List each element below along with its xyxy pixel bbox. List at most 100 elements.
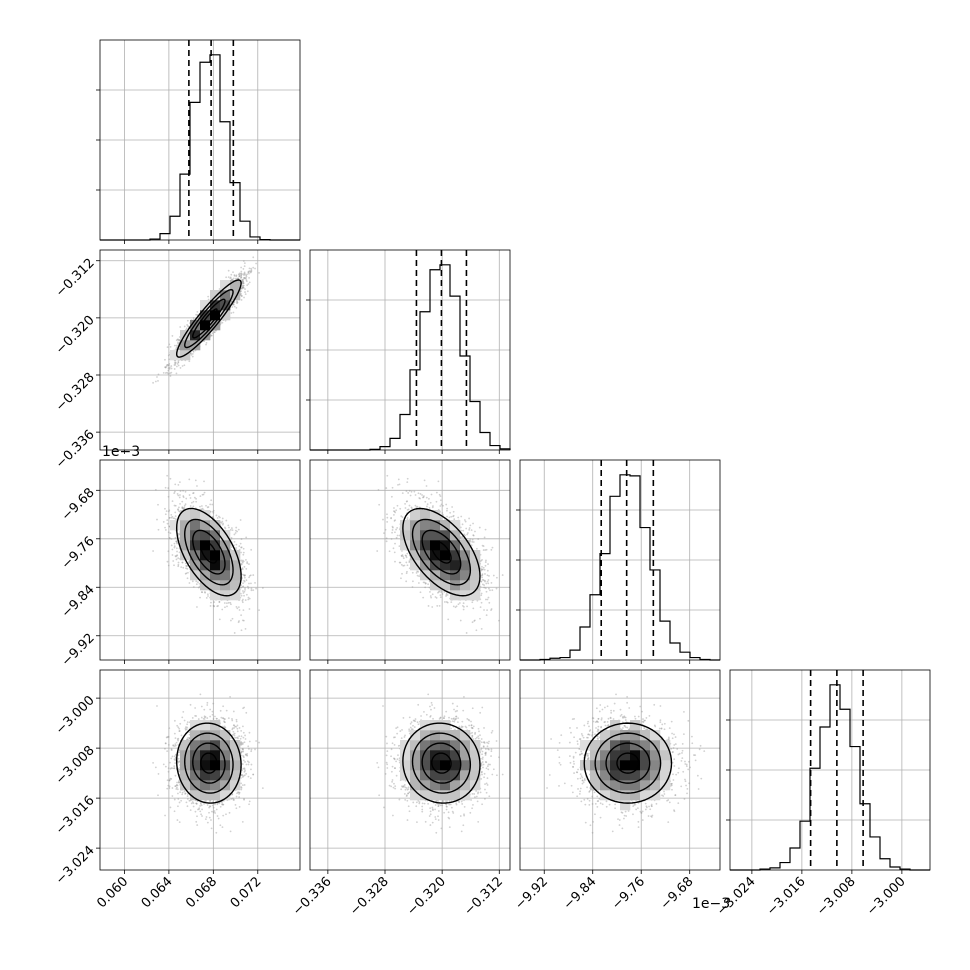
sample-point (242, 284, 245, 287)
sample-point (211, 334, 213, 337)
sample-point (248, 271, 250, 273)
sample-point (258, 272, 260, 274)
sample-point (169, 372, 171, 375)
sample-point (243, 265, 246, 268)
sample-point (169, 537, 171, 540)
sample-point (248, 270, 251, 272)
sample-point (241, 601, 244, 604)
sample-point (248, 608, 251, 610)
sample-point (169, 375, 172, 377)
sample-point (207, 295, 210, 298)
sample-point (241, 279, 244, 282)
sample-point (212, 516, 215, 519)
sample-point (154, 380, 157, 383)
sample-point (236, 302, 238, 305)
sample-point (247, 270, 250, 273)
sample-point (255, 587, 258, 590)
sample-point (168, 358, 171, 361)
sample-point (232, 271, 234, 274)
sample-point (236, 277, 239, 280)
sample-point (245, 275, 248, 278)
sample-point (166, 522, 169, 525)
histogram-line (100, 54, 300, 241)
sample-point (227, 276, 230, 279)
sample-point (241, 286, 244, 289)
sample-point (169, 477, 172, 480)
sample-point (230, 537, 233, 539)
sample-point (192, 492, 194, 495)
sample-point (185, 572, 188, 575)
sample-point (262, 245, 264, 247)
sample-point (244, 291, 246, 293)
sample-point (229, 277, 232, 280)
sample-point (167, 364, 170, 367)
sample-point (198, 582, 201, 585)
sample-point (240, 287, 243, 289)
sample-point (252, 256, 255, 259)
sample-point (177, 508, 179, 511)
sample-point (177, 341, 179, 344)
sample-point (167, 367, 170, 370)
sample-point (209, 334, 212, 337)
sample-point (168, 536, 171, 539)
sample-point (188, 560, 190, 563)
sample-point (209, 503, 212, 506)
sample-point (240, 293, 242, 295)
sample-point (235, 306, 238, 309)
sample-point (157, 503, 159, 506)
sample-point (241, 287, 243, 290)
sample-point (156, 376, 158, 378)
panel-frame (519, 459, 721, 661)
density-cell (200, 300, 211, 311)
sample-point (250, 267, 253, 270)
sample-point (240, 614, 243, 617)
sample-point (176, 338, 179, 341)
histogram-panel-3 (726, 669, 931, 871)
sample-point (178, 496, 181, 499)
panel-frame (99, 249, 301, 451)
sample-point (230, 527, 233, 529)
sample-point (177, 557, 180, 560)
sample-point (248, 575, 251, 577)
sample-point (212, 605, 215, 607)
sample-point (242, 592, 245, 594)
sample-point (170, 371, 173, 374)
sample-point (177, 361, 180, 364)
sample-point (201, 493, 204, 496)
histogram-panel-2 (516, 459, 721, 661)
sample-point (217, 605, 219, 607)
sample-point (186, 319, 189, 322)
sample-point (242, 273, 244, 276)
sample-point (178, 506, 180, 509)
sample-point (179, 490, 182, 492)
sample-point (241, 285, 244, 288)
sample-point (188, 360, 191, 363)
density-cell (220, 310, 231, 321)
sample-point (177, 342, 179, 345)
sample-point (235, 606, 238, 608)
density-cell (210, 290, 221, 301)
sample-point (169, 345, 172, 348)
sample-point (200, 591, 203, 593)
sample-point (181, 500, 184, 503)
sample-point (211, 515, 214, 518)
sample-point (234, 277, 237, 280)
histogram-line (310, 264, 511, 451)
sample-point (166, 346, 169, 349)
sample-point (248, 272, 250, 275)
sample-point (242, 286, 244, 289)
sample-point (244, 288, 246, 290)
sample-point (254, 581, 256, 584)
sample-point (242, 282, 245, 285)
sample-point (221, 321, 224, 324)
sample-point (250, 269, 253, 271)
sample-point (220, 521, 223, 524)
sample-point (182, 496, 185, 499)
sample-point (183, 325, 186, 328)
sample-point (195, 583, 198, 586)
sample-point (157, 379, 159, 382)
sample-point (164, 358, 166, 361)
sample-point (191, 355, 194, 358)
sample-point (182, 507, 185, 510)
panel-content (100, 460, 300, 660)
